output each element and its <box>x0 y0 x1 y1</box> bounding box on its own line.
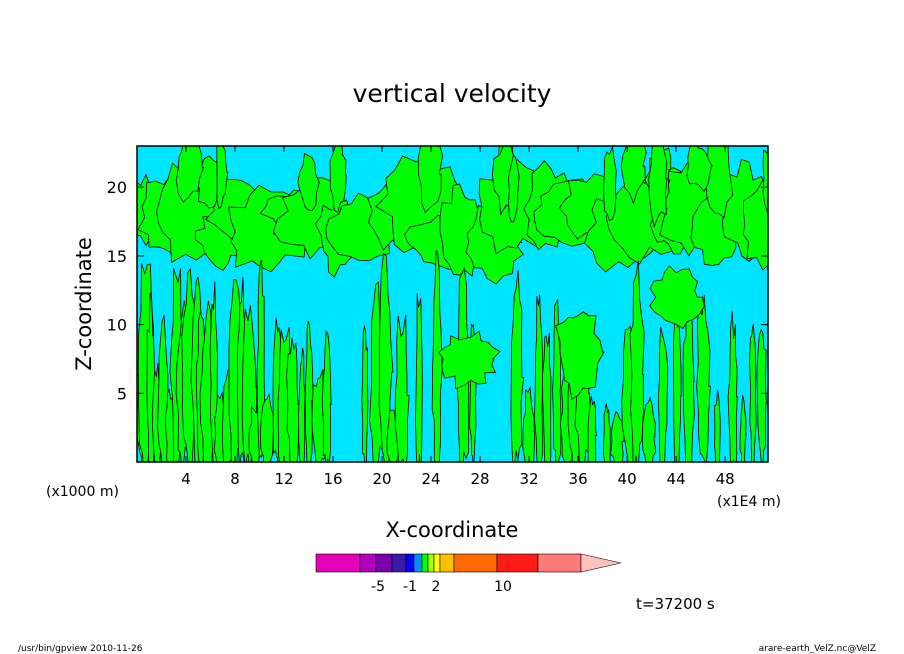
updraft-top <box>762 149 768 215</box>
updraft-column <box>286 337 301 462</box>
updraft-column <box>727 311 738 462</box>
y-tick-label-2: 15 <box>107 247 127 266</box>
colorbar <box>315 553 622 573</box>
updraft-column <box>696 295 711 462</box>
updraft-top <box>175 146 205 203</box>
updraft-top <box>686 146 713 193</box>
updraft-top <box>216 146 229 210</box>
updraft-top <box>648 146 668 229</box>
colorbar-segment-9 <box>439 553 455 573</box>
x-axis-ticks: 4 8 12 16 20 24 28 32 36 40 44 48 <box>181 146 735 488</box>
colorbar-label-3: 10 <box>494 579 512 595</box>
x-tick-label-4: 20 <box>373 470 392 488</box>
updraft-column <box>361 325 369 462</box>
footer-right: arare-earth_VelZ.nc@VelZ <box>759 644 876 654</box>
colorbar-segment-10 <box>453 553 498 573</box>
x-tick-label-8: 36 <box>569 470 588 488</box>
updraft-top <box>329 146 347 214</box>
updraft-column <box>672 305 682 462</box>
velocity-field <box>137 146 768 462</box>
updraft-core <box>438 330 501 390</box>
y-tick-label-1: 10 <box>107 316 127 335</box>
updraft-column <box>542 332 552 462</box>
x-tick-label-9: 40 <box>618 470 637 488</box>
updraft-column <box>415 293 423 462</box>
updraft-region <box>649 265 705 330</box>
updraft-column <box>642 396 657 462</box>
colorbar-label-1: -1 <box>403 579 417 595</box>
updraft-column <box>304 320 314 462</box>
updraft-column <box>602 403 611 462</box>
x-tick-label-3: 16 <box>323 470 342 488</box>
time-annotation: t=37200 s <box>636 595 715 613</box>
colorbar-segment-1 <box>359 553 377 573</box>
updraft-column <box>321 330 332 462</box>
colorbar-segment-3 <box>391 553 407 573</box>
colorbar-segment-6 <box>421 553 429 573</box>
updraft-top <box>507 154 520 223</box>
updraft-column <box>259 392 276 462</box>
updraft-column <box>552 299 562 462</box>
chart-title: vertical velocity <box>353 79 552 108</box>
x-tick-label-10: 44 <box>667 470 686 488</box>
updraft-top <box>620 146 647 205</box>
x-unit-left: (x1000 m) <box>46 484 119 500</box>
updraft-column <box>610 410 625 462</box>
updraft-column <box>394 314 410 462</box>
updraft-column <box>749 323 757 462</box>
colorbar-segment-7 <box>427 553 435 573</box>
updraft-column <box>510 270 525 462</box>
y-tick-label-3: 20 <box>107 178 127 197</box>
updraft-column <box>756 328 767 462</box>
updraft-column <box>587 395 597 462</box>
updraft-column <box>714 390 721 462</box>
colorbar-segment-2 <box>375 553 393 573</box>
updraft-top <box>297 152 320 211</box>
updraft-band <box>742 179 768 271</box>
x-axis-label: X-coordinate <box>386 518 519 542</box>
updraft-column <box>739 395 747 462</box>
colorbar-label-0: -5 <box>371 579 385 595</box>
colorbar-label-2: 2 <box>432 579 441 595</box>
x-tick-label-7: 32 <box>520 470 539 488</box>
y-axis-ticks: 5 10 15 20 <box>107 178 768 403</box>
colorbar-segment-0 <box>315 553 361 573</box>
plot-frame <box>136 145 769 463</box>
updraft-column <box>657 326 669 462</box>
colorbar-segment-8 <box>433 553 441 573</box>
x-unit-right: (x1E4 m) <box>717 494 781 510</box>
updraft-column <box>629 260 645 462</box>
colorbar-labels: -5 -1 2 10 <box>371 579 512 595</box>
x-tick-label-1: 8 <box>230 470 240 488</box>
colorbar-segment-5 <box>413 553 423 573</box>
x-tick-label-5: 24 <box>422 470 441 488</box>
colorbar-segment-12 <box>537 553 582 573</box>
colorbar-segment-4 <box>405 553 415 573</box>
footer-left: /usr/bin/gpview 2010-11-26 <box>18 644 143 654</box>
updraft-region <box>555 311 605 400</box>
x-tick-label-0: 4 <box>181 470 191 488</box>
y-tick-label-0: 5 <box>117 384 127 403</box>
updraft-column <box>378 252 394 462</box>
updraft-column <box>534 294 544 462</box>
updraft-top <box>603 146 617 222</box>
y-axis-label: Z-coordinate <box>72 237 96 371</box>
x-tick-label-6: 28 <box>471 470 490 488</box>
x-tick-label-11: 48 <box>716 470 735 488</box>
updraft-column <box>522 386 536 462</box>
colorbar-extend-arrow <box>580 553 622 573</box>
x-tick-label-2: 12 <box>274 470 293 488</box>
updraft-top <box>417 146 444 214</box>
colorbar-segment-11 <box>496 553 539 573</box>
updraft-column <box>298 347 306 462</box>
updraft-column <box>682 276 695 462</box>
